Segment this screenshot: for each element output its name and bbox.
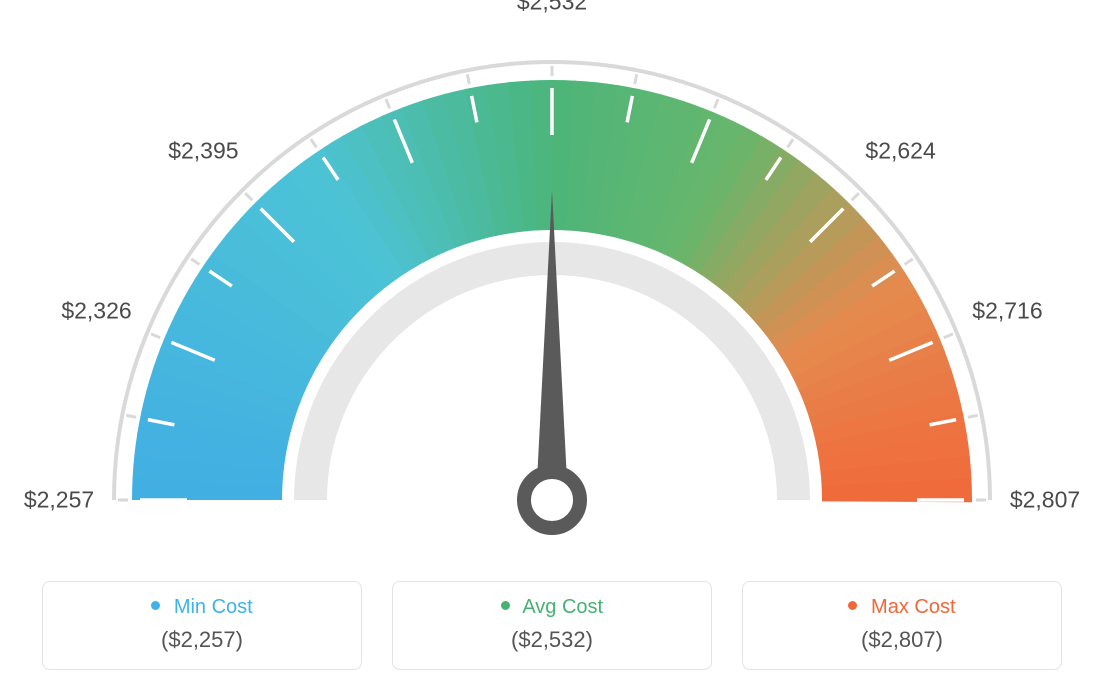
gauge-scale-label: $2,532 — [517, 0, 587, 16]
max-cost-label: Max Cost — [871, 596, 955, 618]
avg-cost-title: Avg Cost — [403, 596, 701, 619]
min-cost-value: ($2,257) — [53, 627, 351, 653]
gauge-scale-label: $2,624 — [865, 138, 935, 165]
max-cost-card: Max Cost ($2,807) — [742, 581, 1062, 670]
avg-cost-card: Avg Cost ($2,532) — [392, 581, 712, 670]
min-cost-title: Min Cost — [53, 596, 351, 619]
min-cost-label: Min Cost — [174, 596, 253, 618]
gauge-scale-label: $2,326 — [61, 298, 131, 325]
summary-cards: Min Cost ($2,257) Avg Cost ($2,532) Max … — [0, 581, 1104, 670]
gauge-scale-label: $2,395 — [168, 138, 238, 165]
min-dot-icon — [151, 601, 160, 610]
avg-dot-icon — [501, 601, 510, 610]
max-cost-value: ($2,807) — [753, 627, 1051, 653]
gauge-chart: $2,257 $2,326 $2,395 $2,532 $2,624 $2,716 $2,8… — [0, 0, 1104, 560]
gauge-scale-label: $2,257 — [24, 487, 94, 514]
min-cost-card: Min Cost ($2,257) — [42, 581, 362, 670]
max-dot-icon — [848, 601, 857, 610]
gauge-scale-label: $2,807 — [1010, 487, 1080, 514]
gauge-scale-label: $2,716 — [972, 298, 1042, 325]
max-cost-title: Max Cost — [753, 596, 1051, 619]
avg-cost-value: ($2,532) — [403, 627, 701, 653]
avg-cost-label: Avg Cost — [522, 596, 603, 618]
gauge-svg — [0, 0, 1104, 560]
